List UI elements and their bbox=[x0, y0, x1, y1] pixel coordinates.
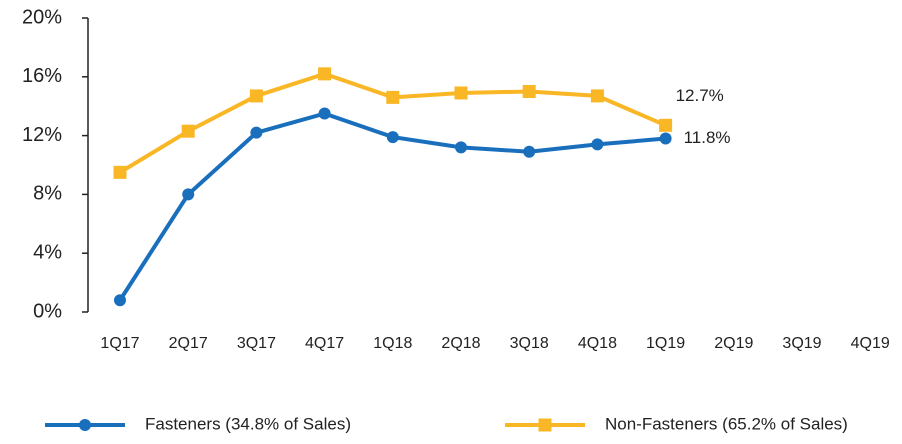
x-tick-label: 1Q18 bbox=[373, 335, 412, 352]
marker bbox=[454, 86, 468, 100]
x-tick-label: 4Q18 bbox=[578, 335, 617, 352]
x-tick-label: 2Q17 bbox=[169, 335, 208, 352]
x-tick-label: 4Q17 bbox=[305, 335, 344, 352]
marker bbox=[455, 141, 467, 154]
x-tick-label: 2Q18 bbox=[441, 335, 480, 352]
x-tick-label: 1Q17 bbox=[100, 335, 139, 352]
y-tick-label: 8% bbox=[33, 183, 62, 205]
marker bbox=[249, 89, 263, 103]
legend-marker bbox=[538, 418, 552, 432]
x-tick-label: 3Q19 bbox=[782, 335, 821, 352]
marker bbox=[318, 107, 331, 120]
marker bbox=[523, 145, 536, 158]
marker bbox=[114, 294, 126, 307]
y-tick-label: 4% bbox=[33, 241, 62, 263]
marker bbox=[386, 131, 399, 144]
y-tick-label: 16% bbox=[22, 65, 62, 87]
marker bbox=[181, 124, 195, 138]
y-tick-label: 0% bbox=[33, 300, 62, 322]
marker bbox=[182, 188, 195, 201]
marker bbox=[590, 89, 604, 103]
value-label: 11.8% bbox=[684, 128, 731, 147]
x-tick-label: 4Q19 bbox=[851, 335, 890, 352]
value-label: 12.7% bbox=[676, 86, 724, 105]
marker bbox=[250, 126, 263, 139]
x-tick-label: 3Q17 bbox=[237, 335, 276, 352]
y-tick-label: 20% bbox=[22, 6, 62, 28]
y-tick-label: 12% bbox=[22, 124, 62, 146]
series-line bbox=[118, 71, 667, 175]
legend-label: Fasteners (34.8% of Sales) bbox=[145, 414, 351, 433]
marker bbox=[318, 67, 332, 81]
marker bbox=[591, 138, 604, 151]
marker bbox=[659, 132, 672, 145]
marker bbox=[386, 90, 400, 104]
marker bbox=[659, 118, 673, 132]
legend-marker bbox=[79, 419, 91, 431]
marker bbox=[113, 165, 127, 179]
legend-label: Non-Fasteners (65.2% of Sales) bbox=[605, 414, 848, 433]
x-tick-label: 1Q19 bbox=[646, 335, 685, 352]
x-tick-label: 2Q19 bbox=[714, 335, 753, 352]
x-tick-label: 3Q18 bbox=[510, 335, 549, 352]
marker bbox=[522, 85, 536, 98]
